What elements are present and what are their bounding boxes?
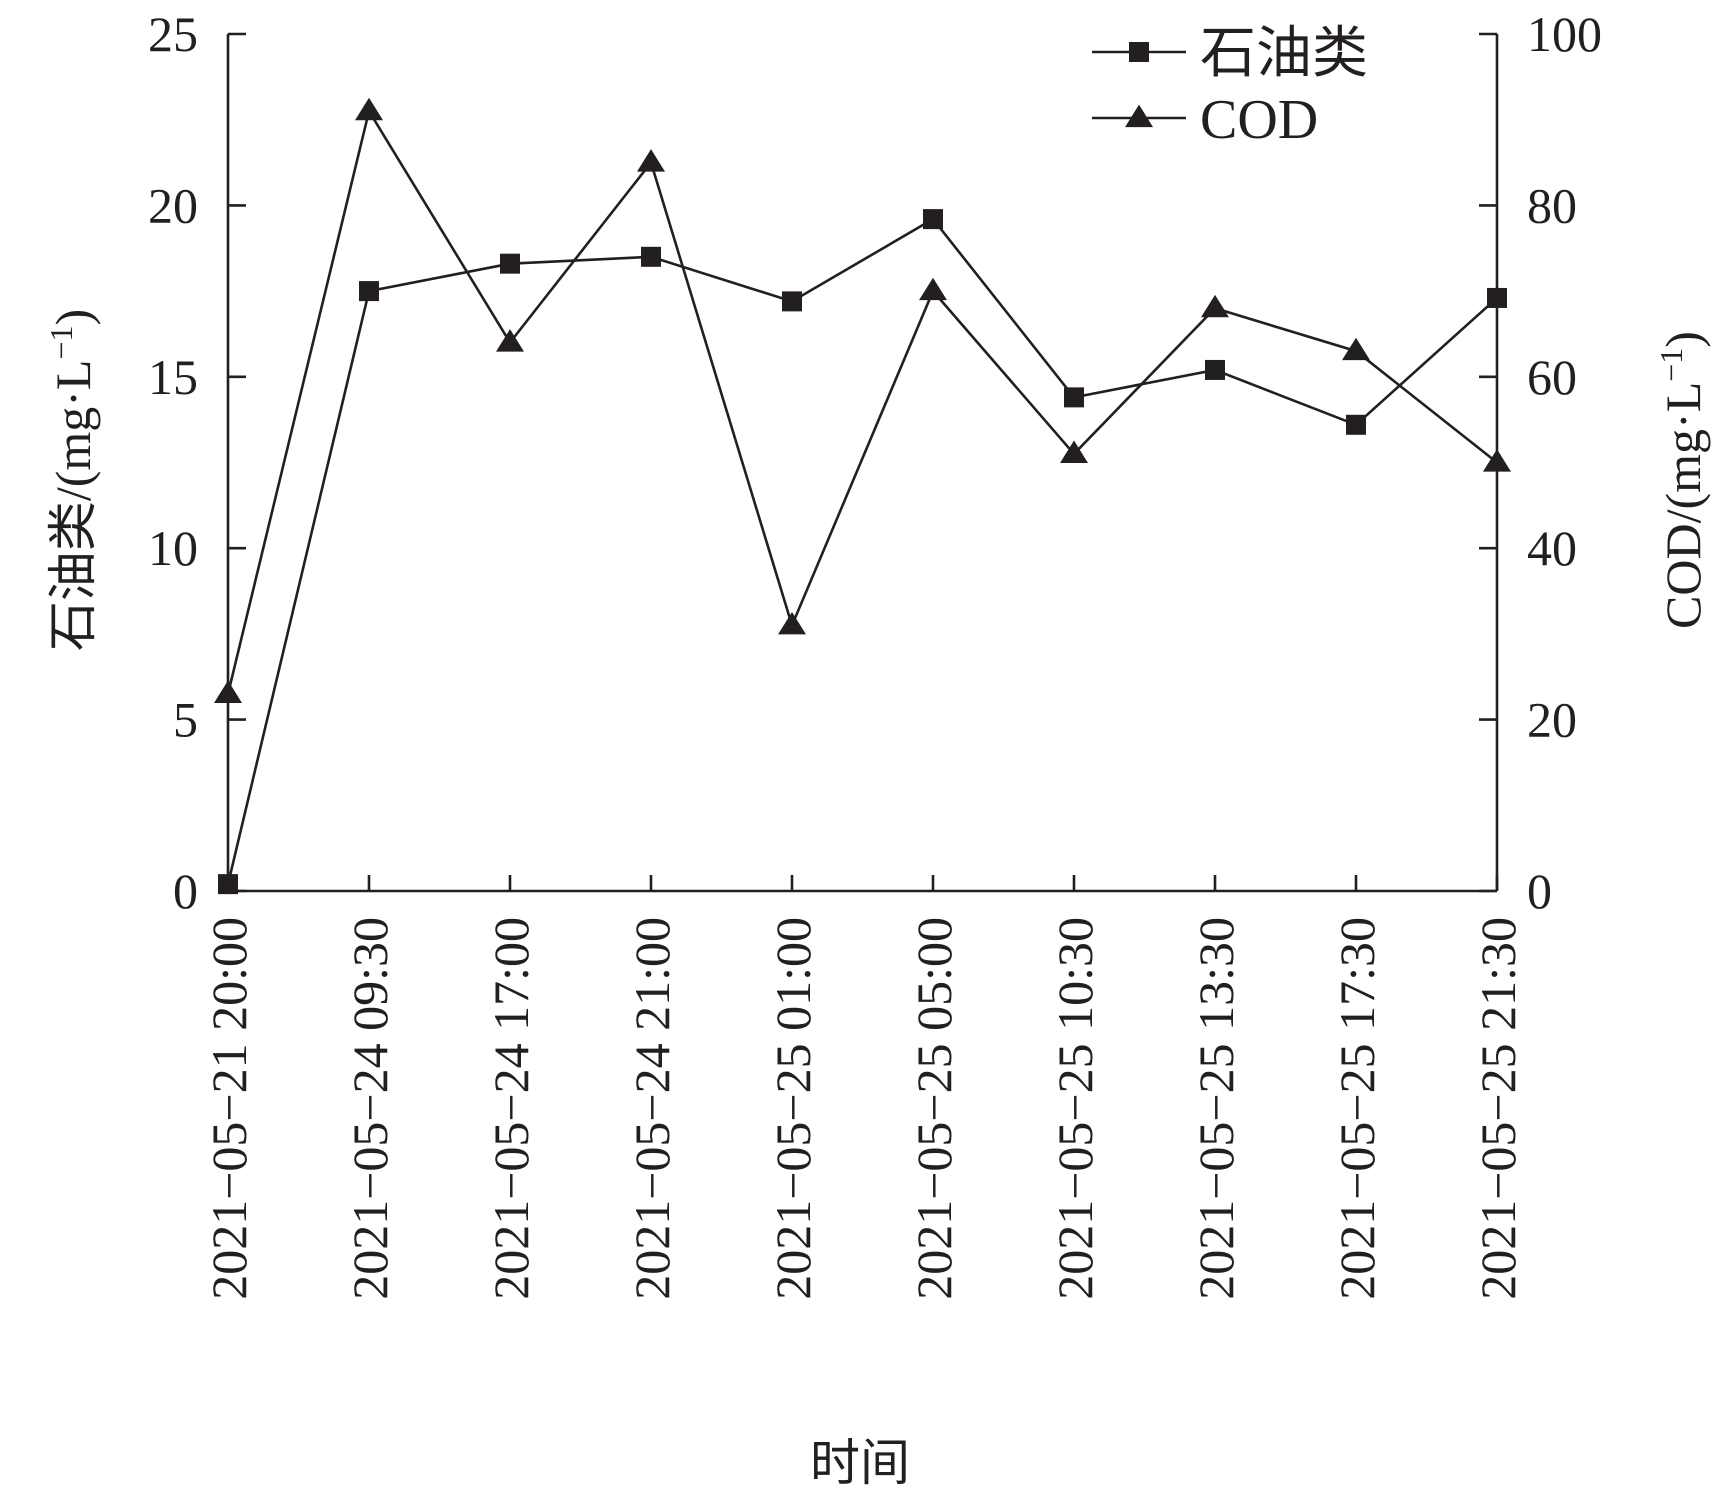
x-tick-label: 2021−05−24 17:00 <box>483 917 539 1300</box>
data-point-square <box>1205 359 1225 380</box>
data-point-square <box>641 246 661 267</box>
data-point-triangle <box>778 611 806 635</box>
x-tick-label: 2021−05−24 21:00 <box>624 917 680 1300</box>
x-axis-label: 时间 <box>810 1435 910 1491</box>
data-point-triangle <box>1483 449 1511 472</box>
x-tick-label: 2021−05−25 10:30 <box>1047 917 1103 1300</box>
data-point-square <box>782 291 802 312</box>
y-axis-label-right-sup: −1 <box>1653 348 1689 382</box>
y-tick-right-label: 0 <box>1527 863 1552 919</box>
series <box>214 97 1511 895</box>
y-axis-label-left-close: ) <box>45 309 101 326</box>
data-point-triangle <box>637 149 665 172</box>
y-tick-left-label: 15 <box>148 349 198 405</box>
data-point-triangle <box>1060 440 1088 464</box>
data-point-triangle <box>214 680 242 703</box>
y-axis-label-right-close: ) <box>1655 331 1711 348</box>
x-tick-label: 2021−05−25 21:30 <box>1470 917 1526 1300</box>
data-point-triangle <box>919 277 947 301</box>
series-cod-line <box>226 107 1498 695</box>
x-tick-label: 2021−05−21 20:00 <box>201 917 257 1300</box>
y-axis-label-right-main: COD/(mg·L <box>1655 382 1711 629</box>
y-tick-right-label: 20 <box>1527 692 1577 748</box>
data-point-square <box>1064 387 1084 408</box>
data-point-square <box>359 281 379 302</box>
data-point-triangle <box>496 329 524 352</box>
legend-label: COD <box>1200 89 1318 151</box>
axes <box>226 34 1499 893</box>
y-tick-left-label: 5 <box>173 692 198 748</box>
x-tick-label: 2021−05−25 01:00 <box>765 917 821 1300</box>
data-point-triangle <box>1342 337 1370 361</box>
y-tick-right-label: 60 <box>1527 349 1577 405</box>
series-oil-line <box>226 217 1498 885</box>
y-axis-label-left: 石油类/(mg·L−1) <box>43 309 101 651</box>
data-point-square <box>1487 287 1507 308</box>
data-point-triangle <box>1201 294 1229 318</box>
x-tick-label: 2021−05−24 09:30 <box>342 917 398 1300</box>
x-tick-label: 2021−05−25 05:00 <box>906 917 962 1300</box>
y-tick-left-label: 20 <box>148 177 198 233</box>
data-point-square <box>1129 42 1149 62</box>
y-tick-right-label: 80 <box>1527 177 1577 233</box>
data-point-triangle <box>355 97 383 121</box>
ticks: 0 5 10 15 20 25 0 20 40 60 80 100 2021−05−21 20:00 20… <box>148 6 1602 1300</box>
y-axis-label-right: COD/(mg·L−1) <box>1653 331 1711 629</box>
y-tick-left-label: 0 <box>173 863 198 919</box>
data-point-square <box>500 253 520 274</box>
data-point-square <box>218 874 238 895</box>
data-point-square <box>923 209 943 230</box>
y-tick-left-label: 25 <box>148 6 198 62</box>
y-axis-label-left-main: 石油类/(mg·L <box>45 360 101 652</box>
legend-label: 石油类 <box>1200 23 1368 85</box>
y-tick-right-label: 40 <box>1527 520 1577 576</box>
y-axis-label-left-sup: −1 <box>43 325 79 359</box>
x-tick-label: 2021−05−25 17:30 <box>1329 917 1385 1300</box>
x-tick-label: 2021−05−25 13:30 <box>1188 917 1244 1300</box>
data-point-triangle <box>1125 104 1153 128</box>
y-tick-right-label: 100 <box>1527 6 1602 62</box>
y-tick-left-label: 10 <box>148 520 198 576</box>
data-point-square <box>1346 414 1366 435</box>
